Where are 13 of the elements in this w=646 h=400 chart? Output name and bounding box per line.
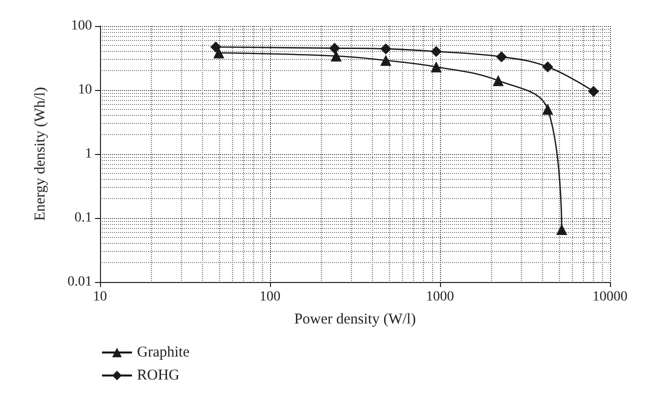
x-tick-label: 10000 [592,290,628,304]
x-tick-label: 100 [260,290,280,304]
x-tick-label: 1000 [426,290,454,304]
x-tick-label: 10 [93,290,107,304]
y-tick-label: 0.01 [68,274,92,290]
legend-label: ROHG [137,368,180,384]
y-tick-label: 1 [85,146,92,162]
legend-label: Graphite [137,344,190,360]
y-axis-title: Energy density (Wh/l) [32,87,48,221]
y-tick-label: 100 [71,18,92,34]
y-tick-label: 0.1 [74,210,92,226]
x-axis-title: Power density (W/l) [294,312,416,328]
y-tick-label: 10 [78,82,92,98]
